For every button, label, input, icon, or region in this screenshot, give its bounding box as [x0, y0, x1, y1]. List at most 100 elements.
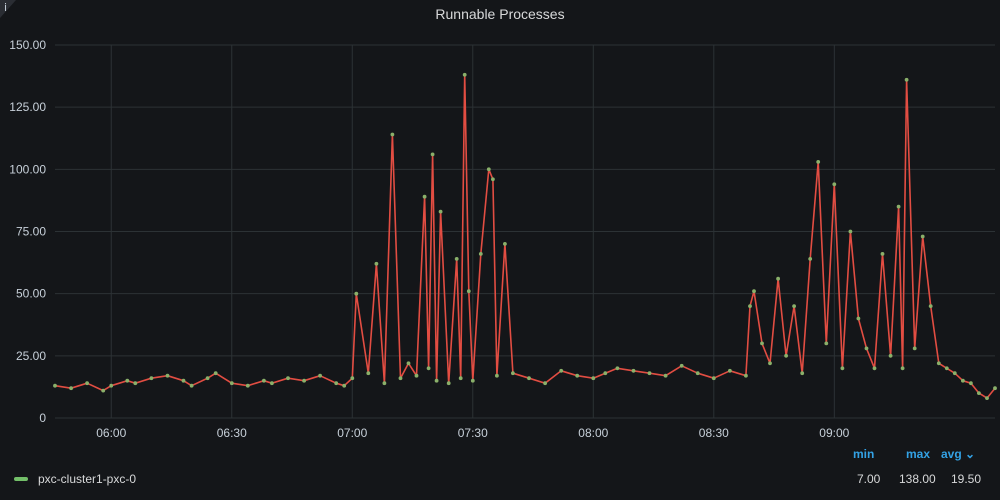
data-point [262, 378, 266, 383]
data-point [354, 291, 359, 296]
data-point [808, 257, 813, 261]
data-point [125, 378, 130, 383]
data-point [631, 368, 636, 373]
data-point [744, 373, 748, 378]
sort-chevron-icon[interactable]: ⌄ [965, 447, 976, 461]
data-point [695, 371, 700, 376]
data-point [53, 383, 57, 388]
y-tick-label: 150.00 [9, 38, 46, 52]
data-point [969, 381, 973, 386]
line-chart: 0 25.00 50.00 75.00 100.00 125.00 150.00 06:00 0… [9, 38, 997, 440]
x-tick-label: 06:00 [96, 426, 126, 440]
legend-item[interactable]: pxc-cluster1-pxc-0 [14, 472, 136, 486]
data-point [936, 361, 941, 366]
legend-header-max[interactable]: max [906, 447, 931, 461]
data-point [85, 381, 89, 386]
data-point [832, 182, 837, 187]
data-point [856, 316, 861, 321]
data-point [993, 386, 997, 391]
data-point [900, 366, 905, 371]
data-point [896, 204, 901, 209]
data-point [748, 304, 752, 308]
data-point [752, 289, 756, 294]
data-point [928, 304, 933, 308]
data-point [318, 373, 322, 378]
data-point [406, 361, 411, 366]
y-tick-label: 0 [39, 411, 46, 425]
data-point [491, 177, 495, 182]
data-point [181, 378, 186, 383]
data-point [880, 252, 885, 256]
data-point [213, 371, 218, 376]
data-point [503, 242, 507, 246]
data-point [961, 378, 965, 383]
data-point [470, 378, 475, 383]
legend-header-avg[interactable]: avg [941, 447, 962, 461]
data-point [342, 383, 347, 388]
data-point [446, 381, 451, 386]
data-point [824, 341, 829, 346]
data-point [434, 378, 439, 383]
data-point [495, 373, 499, 378]
legend-value-max: 138.00 [899, 472, 936, 486]
data-point [430, 152, 435, 157]
data-point [109, 383, 114, 388]
data-point [350, 376, 355, 381]
x-tick-label: 07:30 [458, 426, 488, 440]
y-tick-label: 25.00 [16, 349, 46, 363]
x-tick-label: 08:00 [578, 426, 608, 440]
data-point [920, 234, 925, 239]
data-point [462, 72, 467, 77]
data-point [245, 383, 250, 388]
series-line [54, 74, 996, 399]
data-point [711, 376, 716, 381]
data-point [205, 376, 210, 381]
data-point [944, 366, 949, 371]
y-tick-label: 75.00 [16, 225, 46, 239]
data-point [454, 257, 459, 261]
data-point [69, 386, 73, 391]
info-icon[interactable]: i [4, 1, 8, 14]
x-tick-label: 09:00 [819, 426, 849, 440]
data-point [985, 396, 989, 400]
x-tick-label: 06:30 [217, 426, 247, 440]
data-point [133, 381, 138, 386]
data-point [575, 373, 580, 378]
data-point [165, 373, 170, 378]
data-point [760, 341, 764, 346]
data-point [486, 167, 491, 172]
data-point [189, 383, 194, 388]
panel-title: Runnable Processes [435, 6, 565, 22]
legend-header-min[interactable]: min [853, 447, 875, 461]
data-point [438, 209, 443, 214]
legend-value-min: 7.00 [857, 472, 881, 486]
data-point [647, 371, 652, 376]
data-point [527, 376, 531, 381]
data-point [426, 366, 431, 371]
y-tick-label: 100.00 [9, 162, 46, 176]
data-point [679, 363, 684, 368]
data-point [848, 229, 853, 234]
data-point [792, 304, 796, 308]
data-point [977, 391, 981, 395]
data-point [591, 376, 596, 381]
data-point [559, 368, 564, 373]
data-point [414, 373, 419, 378]
data-point [398, 376, 403, 381]
data-point [816, 160, 821, 164]
y-tick-label: 125.00 [9, 100, 46, 114]
data-point [663, 373, 668, 378]
data-point [952, 371, 957, 376]
data-point [366, 371, 371, 376]
data-point [466, 289, 471, 294]
data-point [776, 276, 780, 281]
data-point [382, 381, 387, 386]
data-point [101, 388, 106, 393]
data-point [784, 353, 788, 358]
x-tick-label: 07:00 [337, 426, 367, 440]
data-point [888, 353, 893, 358]
data-point [458, 376, 463, 381]
legend-swatch [14, 477, 28, 481]
x-tick-label: 08:30 [699, 426, 729, 440]
legend-series-name: pxc-cluster1-pxc-0 [38, 472, 137, 486]
